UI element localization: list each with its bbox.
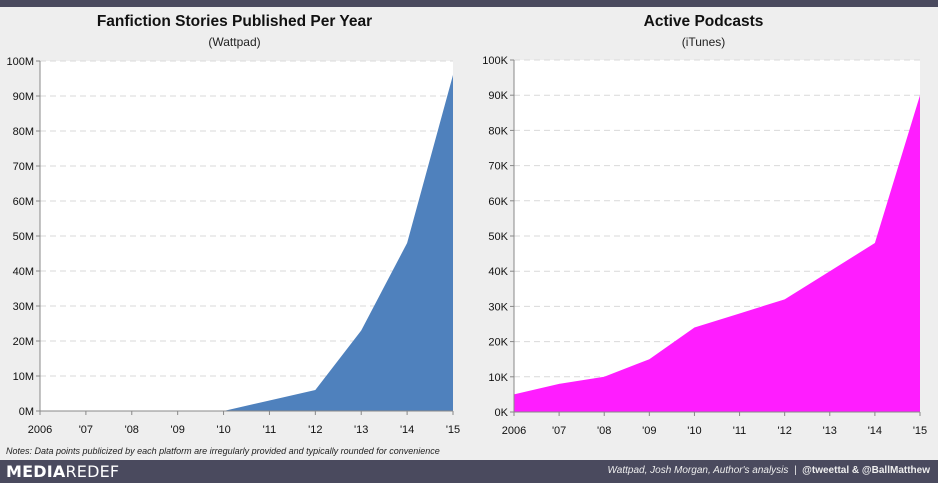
x-tick-label: '12	[777, 425, 791, 437]
y-tick-label: 10K	[488, 372, 508, 384]
x-tick-label: '11	[263, 424, 277, 436]
y-tick-label: 100K	[482, 55, 508, 67]
y-tick-label: 40M	[13, 266, 34, 278]
podcasts-chart-svg: 0K 10K 20K 30K 40K 50K 60K 70K 80K 90K 100K 2006 '07…	[482, 55, 927, 437]
logo-part-redef: REDEF	[65, 462, 120, 481]
x-tick-label: '13	[354, 424, 368, 436]
x-tick-label: '11	[733, 425, 747, 437]
x-tick-label: '07	[552, 425, 566, 437]
x-tick-label: '07	[79, 424, 93, 436]
y-tick-label: 30K	[488, 301, 508, 313]
sources-text: Wattpad, Josh Morgan, Author's analysis	[607, 465, 789, 476]
y-tick-label: 60K	[488, 196, 508, 208]
x-tick-label: '10	[216, 424, 230, 436]
x-tick-label: '12	[308, 424, 322, 436]
x-tick-label: '09	[170, 424, 184, 436]
x-tick-label: '14	[868, 425, 882, 437]
x-tick-label: '14	[400, 424, 414, 436]
y-tick-label: 90K	[488, 90, 508, 102]
y-tick-label: 100M	[6, 56, 34, 68]
x-tick-label: '15	[446, 424, 460, 436]
chart-subtitle: (Wattpad)	[208, 35, 261, 49]
top-bar	[0, 0, 938, 7]
footer-bar: MEDIAREDEF Wattpad, Josh Morgan, Author'…	[0, 460, 938, 483]
y-tick-label: 20K	[488, 337, 508, 349]
footnote: Notes: Data points publicized by each pl…	[6, 446, 440, 456]
y-tick-label: 50K	[488, 231, 508, 243]
chart-subtitle: (iTunes)	[681, 35, 726, 49]
y-tick-label: 0K	[495, 407, 509, 419]
area-series	[40, 75, 453, 411]
x-tick-label: '09	[642, 425, 656, 437]
y-tick-label: 70K	[488, 161, 508, 173]
y-tick-label: 20M	[13, 336, 34, 348]
credits: Wattpad, Josh Morgan, Author's analysis …	[608, 465, 930, 476]
y-tick-label: 40K	[488, 266, 508, 278]
fanfiction-chart-svg: 0M 10M 20M 30M 40M 50M 60M 70M 80M 90M 100M 2006 '07…	[6, 56, 460, 436]
x-tick-label: '10	[687, 425, 701, 437]
twitter-handles: @tweettal & @BallMatthew	[802, 465, 930, 476]
x-tick-label: '08	[597, 425, 611, 437]
y-tick-label: 0M	[19, 406, 34, 418]
y-tick-label: 50M	[13, 231, 34, 243]
podcasts-chart: Active Podcasts (iTunes) 0K 10K 20K 30K 40K 5…	[469, 7, 938, 442]
y-tick-label: 80K	[488, 125, 508, 137]
y-tick-label: 60M	[13, 196, 34, 208]
media-redef-logo: MEDIAREDEF	[6, 462, 119, 481]
x-tick-label: 2006	[502, 425, 526, 437]
separator: |	[793, 465, 797, 476]
y-tick-label: 10M	[13, 371, 34, 383]
chart-title: Fanfiction Stories Published Per Year	[96, 13, 373, 30]
x-tick-label: '13	[823, 425, 837, 437]
logo-part-media: MEDIA	[6, 462, 66, 481]
y-tick-label: 70M	[13, 161, 34, 173]
area-series	[514, 95, 920, 412]
x-tick-label: '15	[913, 425, 927, 437]
x-tick-label: '08	[125, 424, 139, 436]
x-tick-label: 2006	[28, 424, 52, 436]
fanfiction-chart: Fanfiction Stories Published Per Year (W…	[0, 7, 469, 442]
y-tick-label: 90M	[13, 91, 34, 103]
chart-title: Active Podcasts	[643, 13, 764, 30]
y-tick-label: 30M	[13, 301, 34, 313]
y-tick-label: 80M	[13, 126, 34, 138]
